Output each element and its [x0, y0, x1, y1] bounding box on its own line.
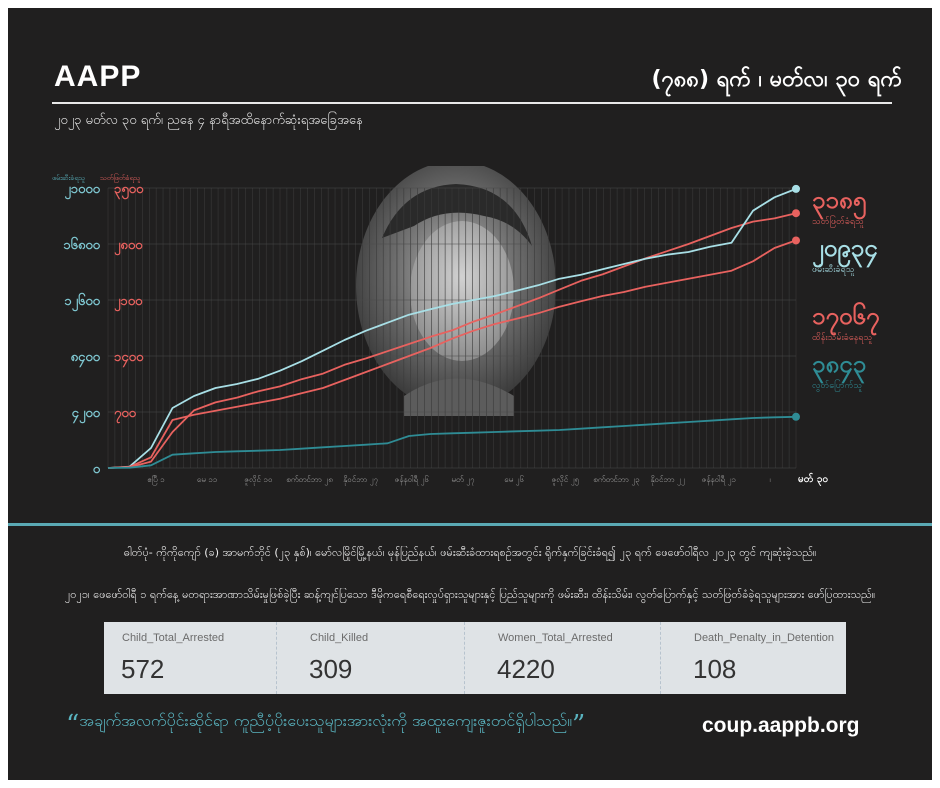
- title-rule: [52, 102, 892, 104]
- right-axis-title: သတ်ဖြတ်ခံရသူ: [100, 173, 141, 183]
- end-label-detained: ထိန်းသိမ်းခံနေရသူ: [812, 332, 873, 344]
- series-line-arrested: [107, 188, 797, 469]
- x-tick-label: ဇန်နဝါရီ ၂၁: [702, 474, 736, 486]
- right-tick-label: ၁၄၀၀: [114, 350, 144, 368]
- date-line: ၂၀၂၃ မတ်လ ၃၀ ရက်၊ ညနေ ၄ နာရီအထိနောက်ဆုံး…: [54, 113, 363, 128]
- chart-grid: [107, 187, 797, 469]
- x-tick-label: နိုဝင်ဘာ ၂၂: [650, 474, 685, 486]
- stat-value: 309: [309, 654, 353, 684]
- close-quote-icon: ”: [572, 710, 586, 740]
- left-tick-label: ၂၁၀၀၀: [64, 182, 100, 200]
- x-tick-label: ဇူလိုင် ၁၀: [244, 474, 272, 486]
- stat-card-death-penalty: Death_Penalty_in_Detention 108: [676, 622, 846, 694]
- end-value-arrested: ၂၀၉၃၄: [812, 234, 878, 268]
- day-title: (၇၈၈) ရက် ၊ မတ်လ၊ ၃၀ ရက်: [651, 67, 902, 92]
- stat-value: 4220: [497, 654, 555, 684]
- x-tick-label: ၊: [769, 475, 770, 484]
- series-end-dot-evaded: [792, 412, 800, 421]
- right-tick-label: ၂၈၀၀: [114, 238, 143, 256]
- right-tick-label: ၇၀၀: [114, 406, 137, 424]
- infographic: AAPP (၇၈၈) ရက် ၊ မတ်လ၊ ၃၀ ရက် ၂၀၂၃ မတ်လ …: [8, 8, 932, 780]
- x-tick-label: ဧပြီ ၁: [147, 474, 164, 486]
- x-tick-label: မတ် ၂၇: [451, 474, 474, 486]
- x-tick-label: ဇန်နဝါရီ ၂၆: [395, 474, 429, 486]
- x-tick-label: စက်တင်ဘာ ၂၃: [593, 474, 640, 486]
- x-end-label: မတ် ၃၀: [798, 472, 828, 486]
- end-value-detained: ၁၇၀၆၇: [812, 301, 880, 336]
- stat-card-child-killed: Child_Killed 309: [292, 622, 464, 694]
- open-quote-icon: “: [66, 710, 80, 740]
- victim-portrait: [356, 166, 556, 416]
- x-tick-label: မေ ၁၁: [197, 475, 217, 484]
- x-tick-label: စက်တင်ဘာ ၂၈: [286, 474, 333, 486]
- section-divider: [8, 523, 932, 526]
- stat-card-child-arrested: Child_Total_Arrested 572: [104, 622, 276, 694]
- stat-label: Child_Killed: [310, 632, 369, 644]
- stat-value: 108: [693, 654, 737, 684]
- website-link[interactable]: coup.aappb.org: [702, 714, 860, 737]
- thanks-quote: “အချက်အလက်ပိုင်းဆိုင်ရာ ကူညီပံ့ပိုးပေးသူ…: [66, 710, 585, 740]
- x-tick-label: ဇူလိုင် ၂၅: [551, 474, 579, 486]
- stat-label: Women_Total_Arrested: [498, 632, 613, 644]
- stat-card-women-arrested: Women_Total_Arrested 4220: [480, 622, 660, 694]
- brand-logo: AAPP: [54, 60, 142, 93]
- series-line-detained: [107, 239, 797, 469]
- left-tick-label: ၈၄၀၀: [71, 350, 101, 368]
- card-gap: [660, 622, 677, 694]
- line-chart: ဖမ်းဆီးခံရသူ သတ်ဖြတ်ခံရသူ၂၁၀၀၀၁၆၈၀၀၁၂၆၀၀၈…: [52, 166, 880, 486]
- end-label-evaded: လွတ်ပြောက်သူ: [812, 379, 862, 392]
- stat-label: Child_Total_Arrested: [122, 632, 225, 644]
- photo-caption: ဓါတ်ပုံ- ကိုကိုကျော် (ခ) အာမက်ဘိုင် (၂၃ …: [123, 546, 817, 559]
- series-end-dot-detained: [792, 236, 800, 245]
- end-label-arrested: ဖမ်းဆီးခံရသူ: [812, 264, 855, 276]
- left-tick-label: ၀: [93, 462, 101, 477]
- right-tick-label: ၂၁၀၀: [114, 294, 143, 312]
- series-end-dot-killed: [792, 209, 800, 218]
- end-value-evaded: ၃၈၄၃: [812, 350, 866, 384]
- stat-label: Death_Penalty_in_Detention: [694, 632, 835, 644]
- stat-value: 572: [121, 654, 165, 684]
- stats-bar: Child_Total_Arrested 572 Child_Killed 30…: [104, 622, 846, 694]
- x-tick-label: နိုဝင်ဘာ ၂၇: [343, 474, 378, 486]
- card-gap: [276, 622, 293, 694]
- x-tick-label: မေ ၂၆: [504, 474, 524, 486]
- left-tick-label: ၄၂၀၀: [72, 406, 101, 424]
- quote-text: အချက်အလက်ပိုင်းဆိုင်ရာ ကူညီပံ့ပိုးပေးသူမ…: [79, 711, 573, 730]
- series-line-evaded: [107, 415, 797, 469]
- context-paragraph: ၂၀၂၁၊ ဖေဖော်ဝါရီ ၁ ရက်နေ့ မတရားအာဏာသိမ်း…: [64, 588, 876, 601]
- end-value-killed: ၃၁၈၅: [812, 186, 866, 220]
- right-tick-label: ၃၅၀၀: [114, 182, 144, 200]
- left-axis-title: ဖမ်းဆီးခံရသူ: [52, 174, 85, 183]
- card-gap: [464, 622, 481, 694]
- end-label-killed: သတ်ဖြတ်ခံရသူ: [812, 215, 864, 228]
- series-line-killed: [107, 212, 797, 469]
- left-tick-label: ၁၆၈၀၀: [63, 236, 100, 253]
- left-tick-label: ၁၂၆၀၀: [64, 292, 100, 312]
- series-end-dot-arrested: [792, 184, 800, 193]
